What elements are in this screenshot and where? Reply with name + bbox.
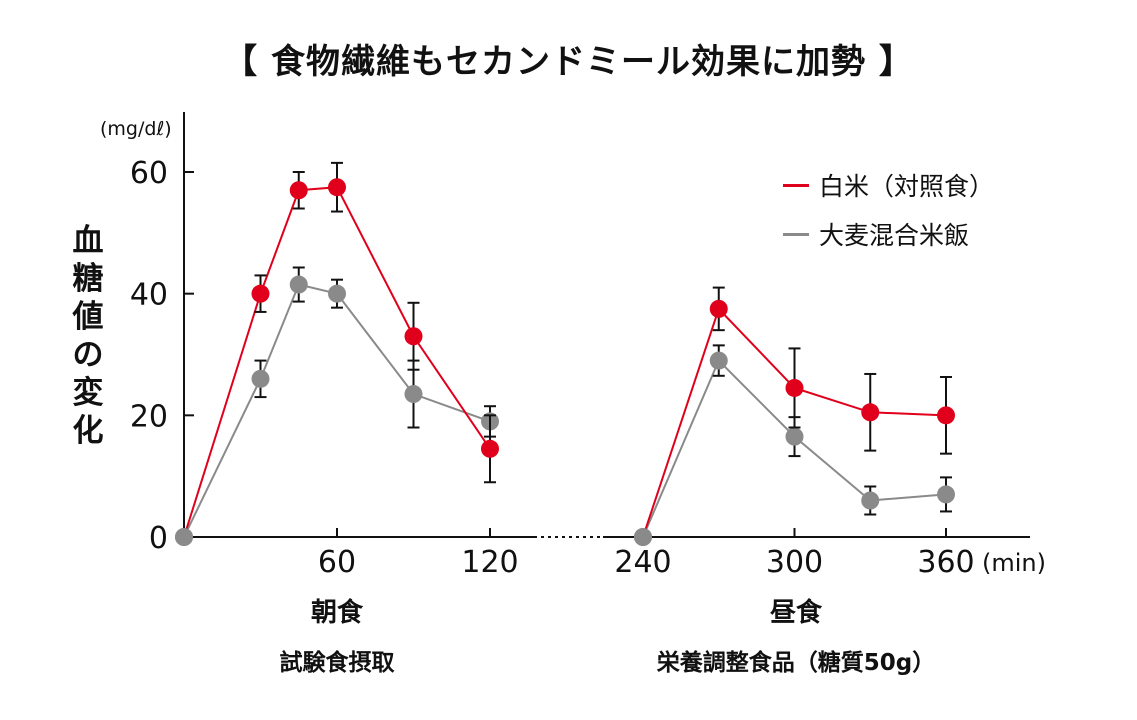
data-point-1 [861, 491, 880, 510]
data-point-1 [937, 485, 955, 504]
y-axis-label-char: 化 [72, 413, 104, 449]
data-point-0 [404, 327, 423, 346]
lunch-note: 栄養調整食品（糖質50g） [656, 650, 936, 676]
legend-swatch-white-rice [783, 183, 809, 187]
data-point-0 [785, 378, 804, 397]
y-axis-label-char: 糖 [72, 261, 104, 297]
y-axis-label-char: の [72, 337, 104, 373]
x-tick-label: 240 [614, 545, 671, 580]
legend: 白米（対照食） 大麦混合米飯 [783, 165, 994, 263]
x-tick-label: 120 [461, 545, 518, 580]
x-tick-label: 360 [917, 545, 974, 580]
y-axis-label-char: 血 [72, 223, 104, 259]
series-line-0 [183, 186, 491, 538]
y-axis-label: 血糖値の変化 [68, 222, 108, 450]
legend-label-barley: 大麦混合米飯 [819, 221, 970, 250]
data-point-0 [481, 439, 499, 458]
data-point-1 [328, 284, 346, 303]
x-tick-label: 300 [766, 545, 823, 580]
data-point-0 [328, 178, 346, 197]
data-point-1 [709, 351, 728, 370]
y-axis-label-char: 変 [72, 375, 104, 411]
legend-swatch-barley [783, 232, 809, 236]
chart-title: 【 食物繊維もセカンドミール効果に加勢 】 [223, 42, 914, 82]
legend-item-barley: 大麦混合米飯 [783, 214, 994, 254]
data-point-0 [251, 284, 270, 303]
data-point-0 [861, 403, 880, 422]
x-axis-unit: (min) [982, 549, 1046, 577]
data-point-0 [289, 181, 308, 200]
data-point-0 [709, 299, 728, 318]
data-point-1 [251, 369, 270, 388]
x-tick-label: 60 [318, 545, 356, 580]
data-point-1 [785, 427, 804, 446]
breakfast-label: 朝食 [310, 598, 363, 628]
breakfast-note: 試験食摂取 [279, 650, 395, 676]
series-line-1 [183, 283, 491, 538]
legend-item-white-rice: 白米（対照食） [783, 165, 994, 205]
data-point-0 [634, 528, 652, 546]
y-tick-label: 60 [130, 156, 168, 191]
y-axis-unit: (mg/dℓ) [100, 118, 172, 140]
data-point-0 [175, 528, 193, 546]
y-tick-label: 40 [130, 278, 168, 313]
data-point-1 [289, 275, 308, 294]
y-tick-label: 0 [149, 521, 168, 556]
lunch-label: 昼食 [769, 598, 822, 628]
y-axis-label-char: 値 [72, 299, 104, 335]
legend-label-white-rice: 白米（対照食） [819, 172, 995, 201]
data-point-0 [937, 406, 955, 425]
y-tick-label: 20 [130, 399, 168, 434]
data-point-1 [404, 385, 423, 404]
